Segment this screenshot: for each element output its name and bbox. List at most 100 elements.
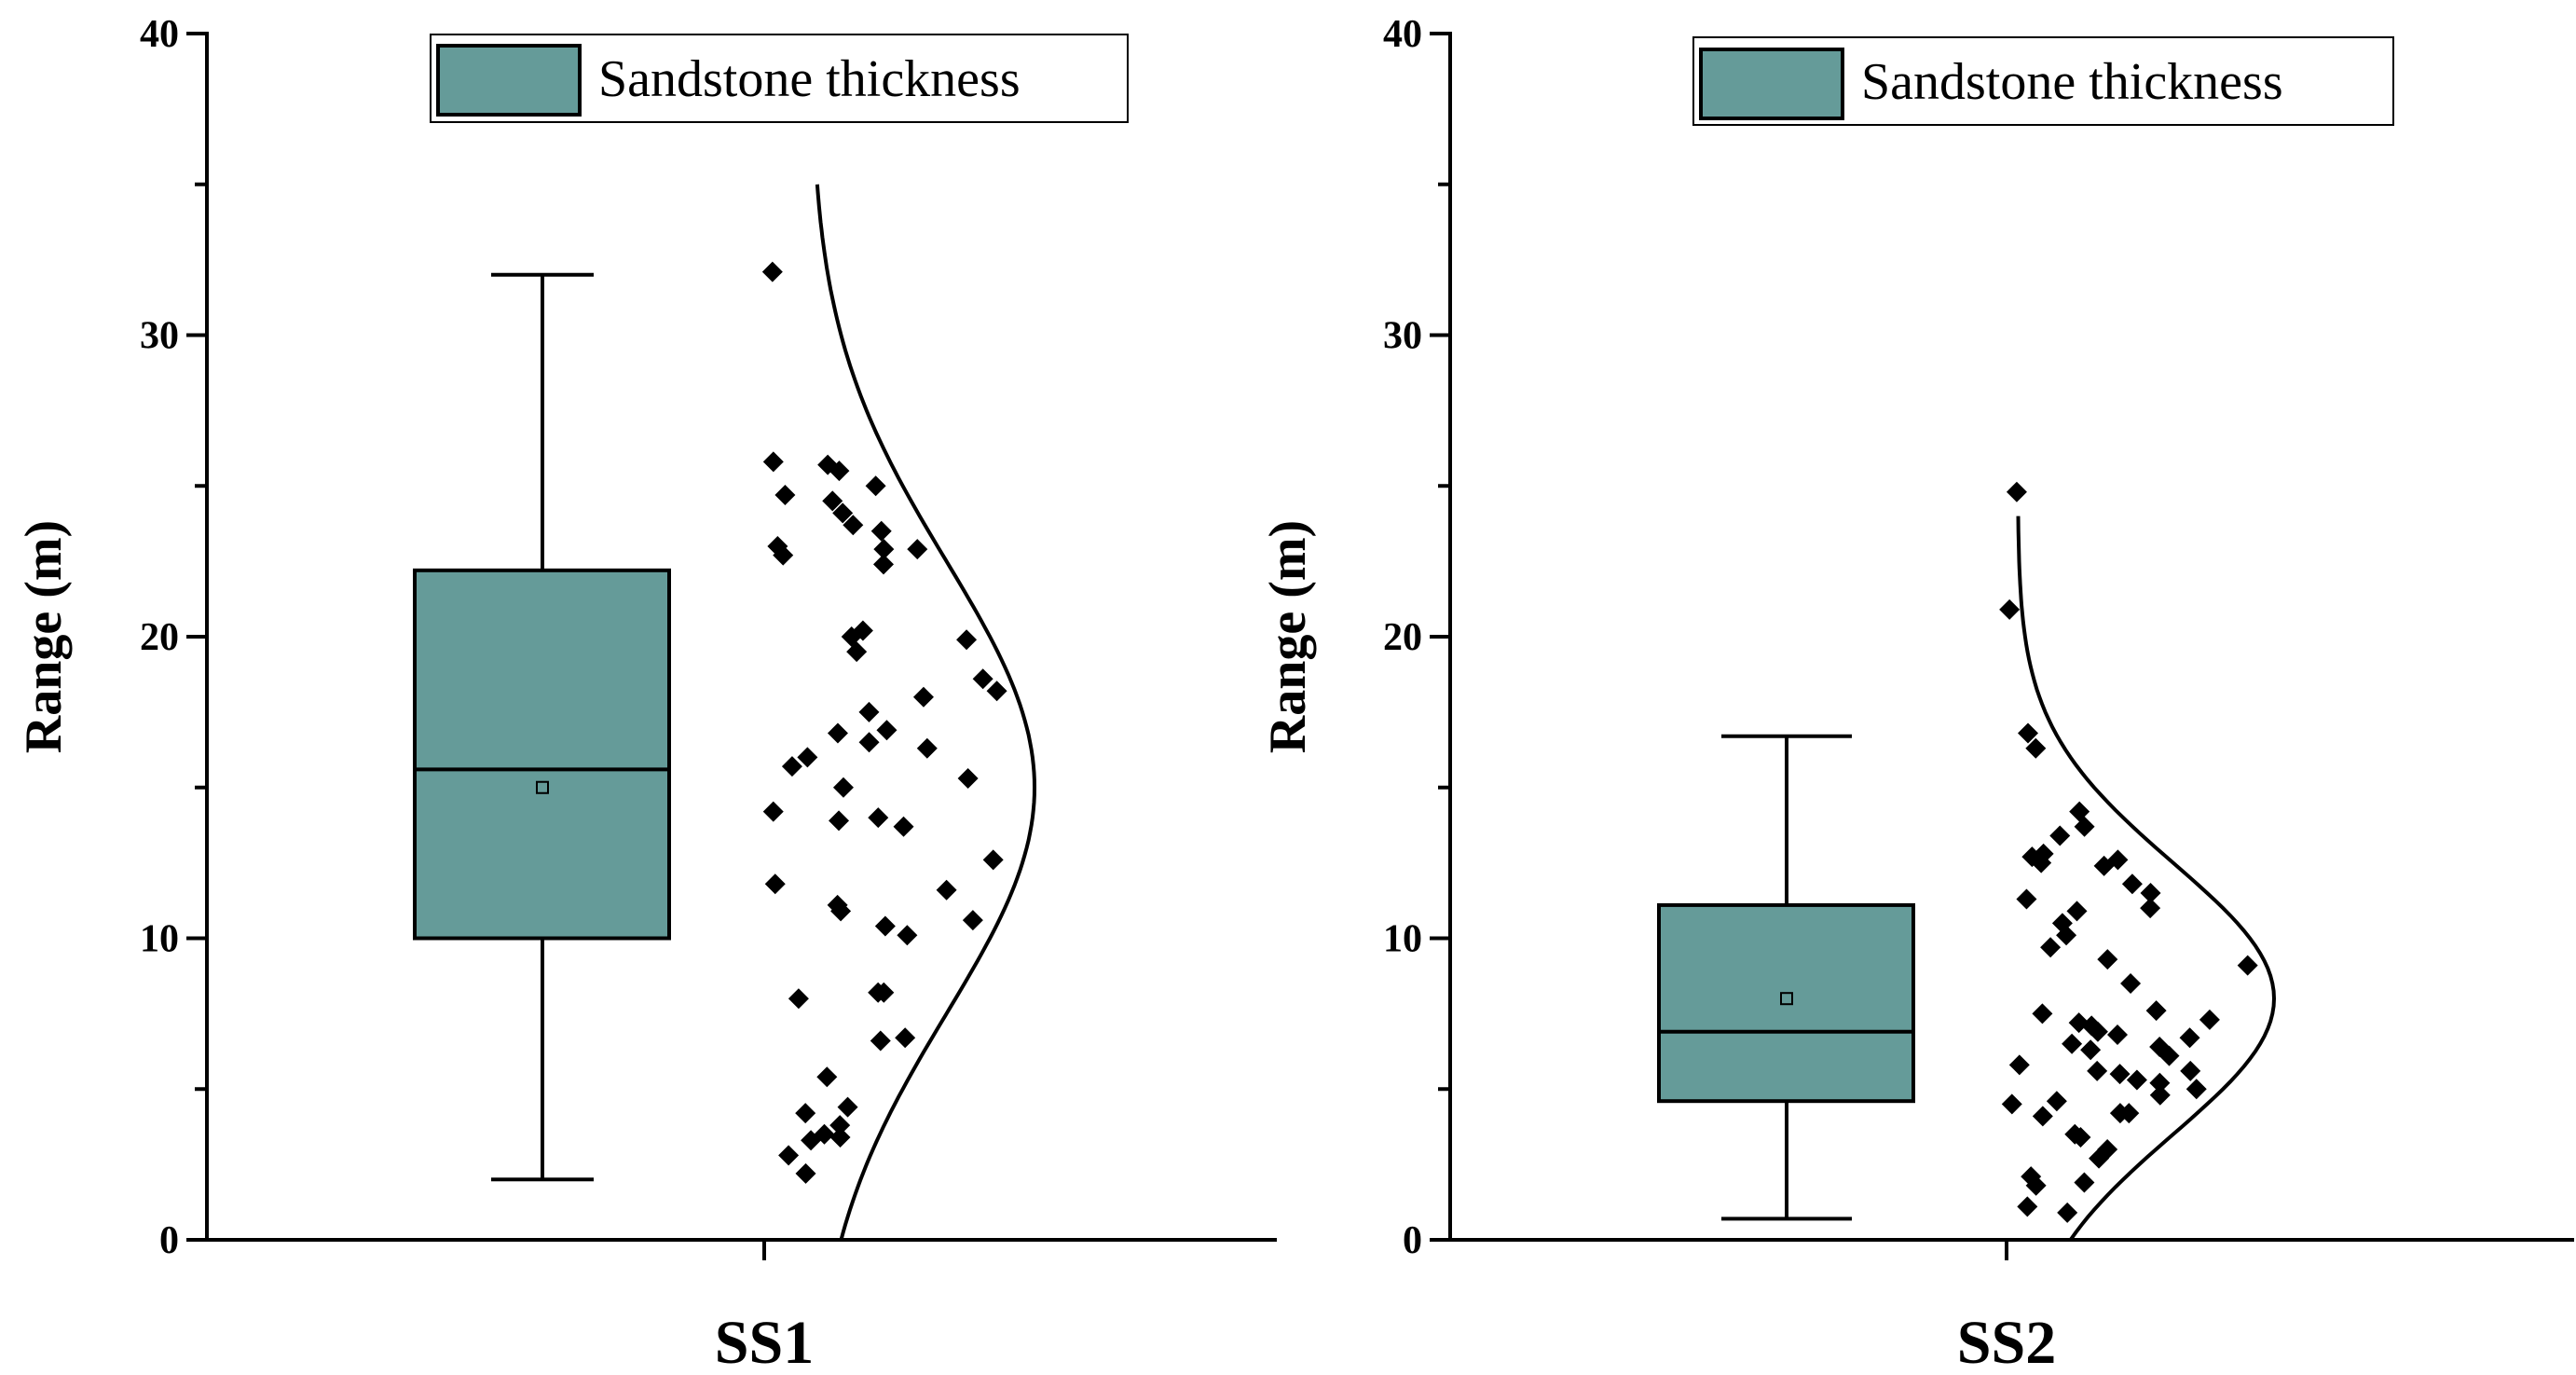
- y-tick-label: 20: [140, 616, 179, 659]
- data-point: [843, 515, 864, 536]
- data-point: [2089, 1148, 2110, 1169]
- data-point: [795, 1103, 816, 1124]
- data-point: [907, 539, 928, 560]
- data-point: [774, 484, 796, 505]
- data-point: [982, 849, 1004, 871]
- mean-marker: [536, 780, 549, 794]
- data-point: [2070, 1127, 2091, 1148]
- data-point: [762, 451, 784, 473]
- data-point: [2158, 1045, 2180, 1066]
- data-point: [868, 807, 889, 829]
- data-point: [2149, 1084, 2171, 1106]
- data-point: [872, 554, 894, 575]
- data-point: [1999, 598, 2021, 620]
- data-point: [2237, 955, 2258, 976]
- data-point: [2179, 1027, 2200, 1049]
- data-point: [870, 520, 892, 542]
- data-point: [2145, 1000, 2167, 1022]
- data-point: [829, 1127, 851, 1148]
- y-axis-label: Range (m): [1259, 520, 1317, 753]
- data-point: [788, 988, 809, 1010]
- data-point: [2062, 1033, 2083, 1054]
- data-point: [837, 1096, 858, 1118]
- data-point: [797, 747, 818, 768]
- y-axis-label: Range (m): [15, 520, 73, 753]
- data-point: [972, 668, 993, 690]
- data-point: [2126, 1069, 2147, 1091]
- data-point: [956, 629, 978, 651]
- y-tick-label: 40: [1383, 13, 1422, 56]
- data-point: [822, 490, 843, 512]
- x-category-label: SS2: [1957, 1309, 2056, 1375]
- data-point: [2032, 1003, 2053, 1024]
- data-point: [2031, 852, 2052, 873]
- data-point: [2093, 855, 2115, 876]
- data-point: [986, 681, 1007, 702]
- data-point: [2087, 1021, 2108, 1042]
- data-point: [2017, 1196, 2038, 1217]
- data-point: [2121, 873, 2143, 895]
- y-tick-label: 10: [140, 918, 179, 961]
- y-tick-label: 0: [159, 1219, 179, 1262]
- data-point: [2056, 925, 2077, 946]
- data-point: [873, 539, 895, 560]
- panel-ss2: 0 10 20 30 40 Range (m) SS2 Sandstone thickness: [1259, 13, 2574, 1375]
- data-point: [868, 982, 889, 1003]
- data-point: [2046, 1091, 2067, 1112]
- data-point: [2074, 1172, 2095, 1193]
- data-point: [2199, 1009, 2220, 1030]
- y-tick-label: 20: [1383, 616, 1422, 659]
- legend-label: Sandstone thickness: [1861, 53, 2283, 111]
- data-point: [832, 777, 854, 798]
- data-point: [876, 720, 897, 741]
- legend-swatch: [1699, 48, 1844, 120]
- data-point: [870, 1030, 891, 1052]
- data-point: [764, 873, 786, 895]
- x-category-label: SS1: [715, 1309, 814, 1375]
- data-point: [895, 1027, 916, 1049]
- data-point: [762, 801, 784, 822]
- data-point: [893, 816, 914, 837]
- data-point: [858, 732, 880, 753]
- data-point: [781, 756, 802, 777]
- mean-marker: [1780, 992, 1793, 1006]
- data-point: [2018, 722, 2039, 744]
- data-point: [912, 686, 934, 708]
- data-point: [2087, 1060, 2108, 1081]
- data-point: [936, 879, 957, 901]
- data-point: [2025, 737, 2047, 759]
- data-point: [2120, 973, 2142, 995]
- data-point: [795, 1162, 816, 1184]
- data-point: [2066, 901, 2088, 922]
- data-point: [816, 1066, 838, 1088]
- data-point: [874, 915, 896, 937]
- data-point: [829, 1115, 851, 1136]
- iqr-box: [413, 568, 671, 941]
- data-point: [897, 925, 918, 946]
- data-point: [2025, 1175, 2047, 1196]
- data-point: [773, 544, 794, 566]
- data-point: [830, 901, 852, 922]
- data-point: [2118, 1103, 2140, 1124]
- data-point: [962, 910, 983, 931]
- data-point: [2074, 816, 2095, 837]
- data-point: [865, 475, 886, 497]
- iqr-box: [1657, 902, 1915, 1104]
- y-tick-label: 30: [1383, 315, 1422, 358]
- data-point: [2032, 1106, 2053, 1127]
- distribution-curve: [2016, 516, 2277, 1242]
- legend-swatch: [436, 44, 582, 117]
- data-point: [2049, 825, 2071, 846]
- data-point: [2008, 1054, 2030, 1076]
- data-point: [2149, 1072, 2171, 1093]
- data-point: [957, 768, 979, 790]
- data-point: [829, 461, 850, 482]
- y-tick-label: 10: [1383, 918, 1422, 961]
- data-point: [2140, 898, 2161, 919]
- data-point: [846, 641, 868, 663]
- data-point: [2040, 937, 2062, 958]
- data-point: [2180, 1060, 2201, 1081]
- data-point: [2097, 949, 2118, 970]
- data-point: [916, 737, 938, 759]
